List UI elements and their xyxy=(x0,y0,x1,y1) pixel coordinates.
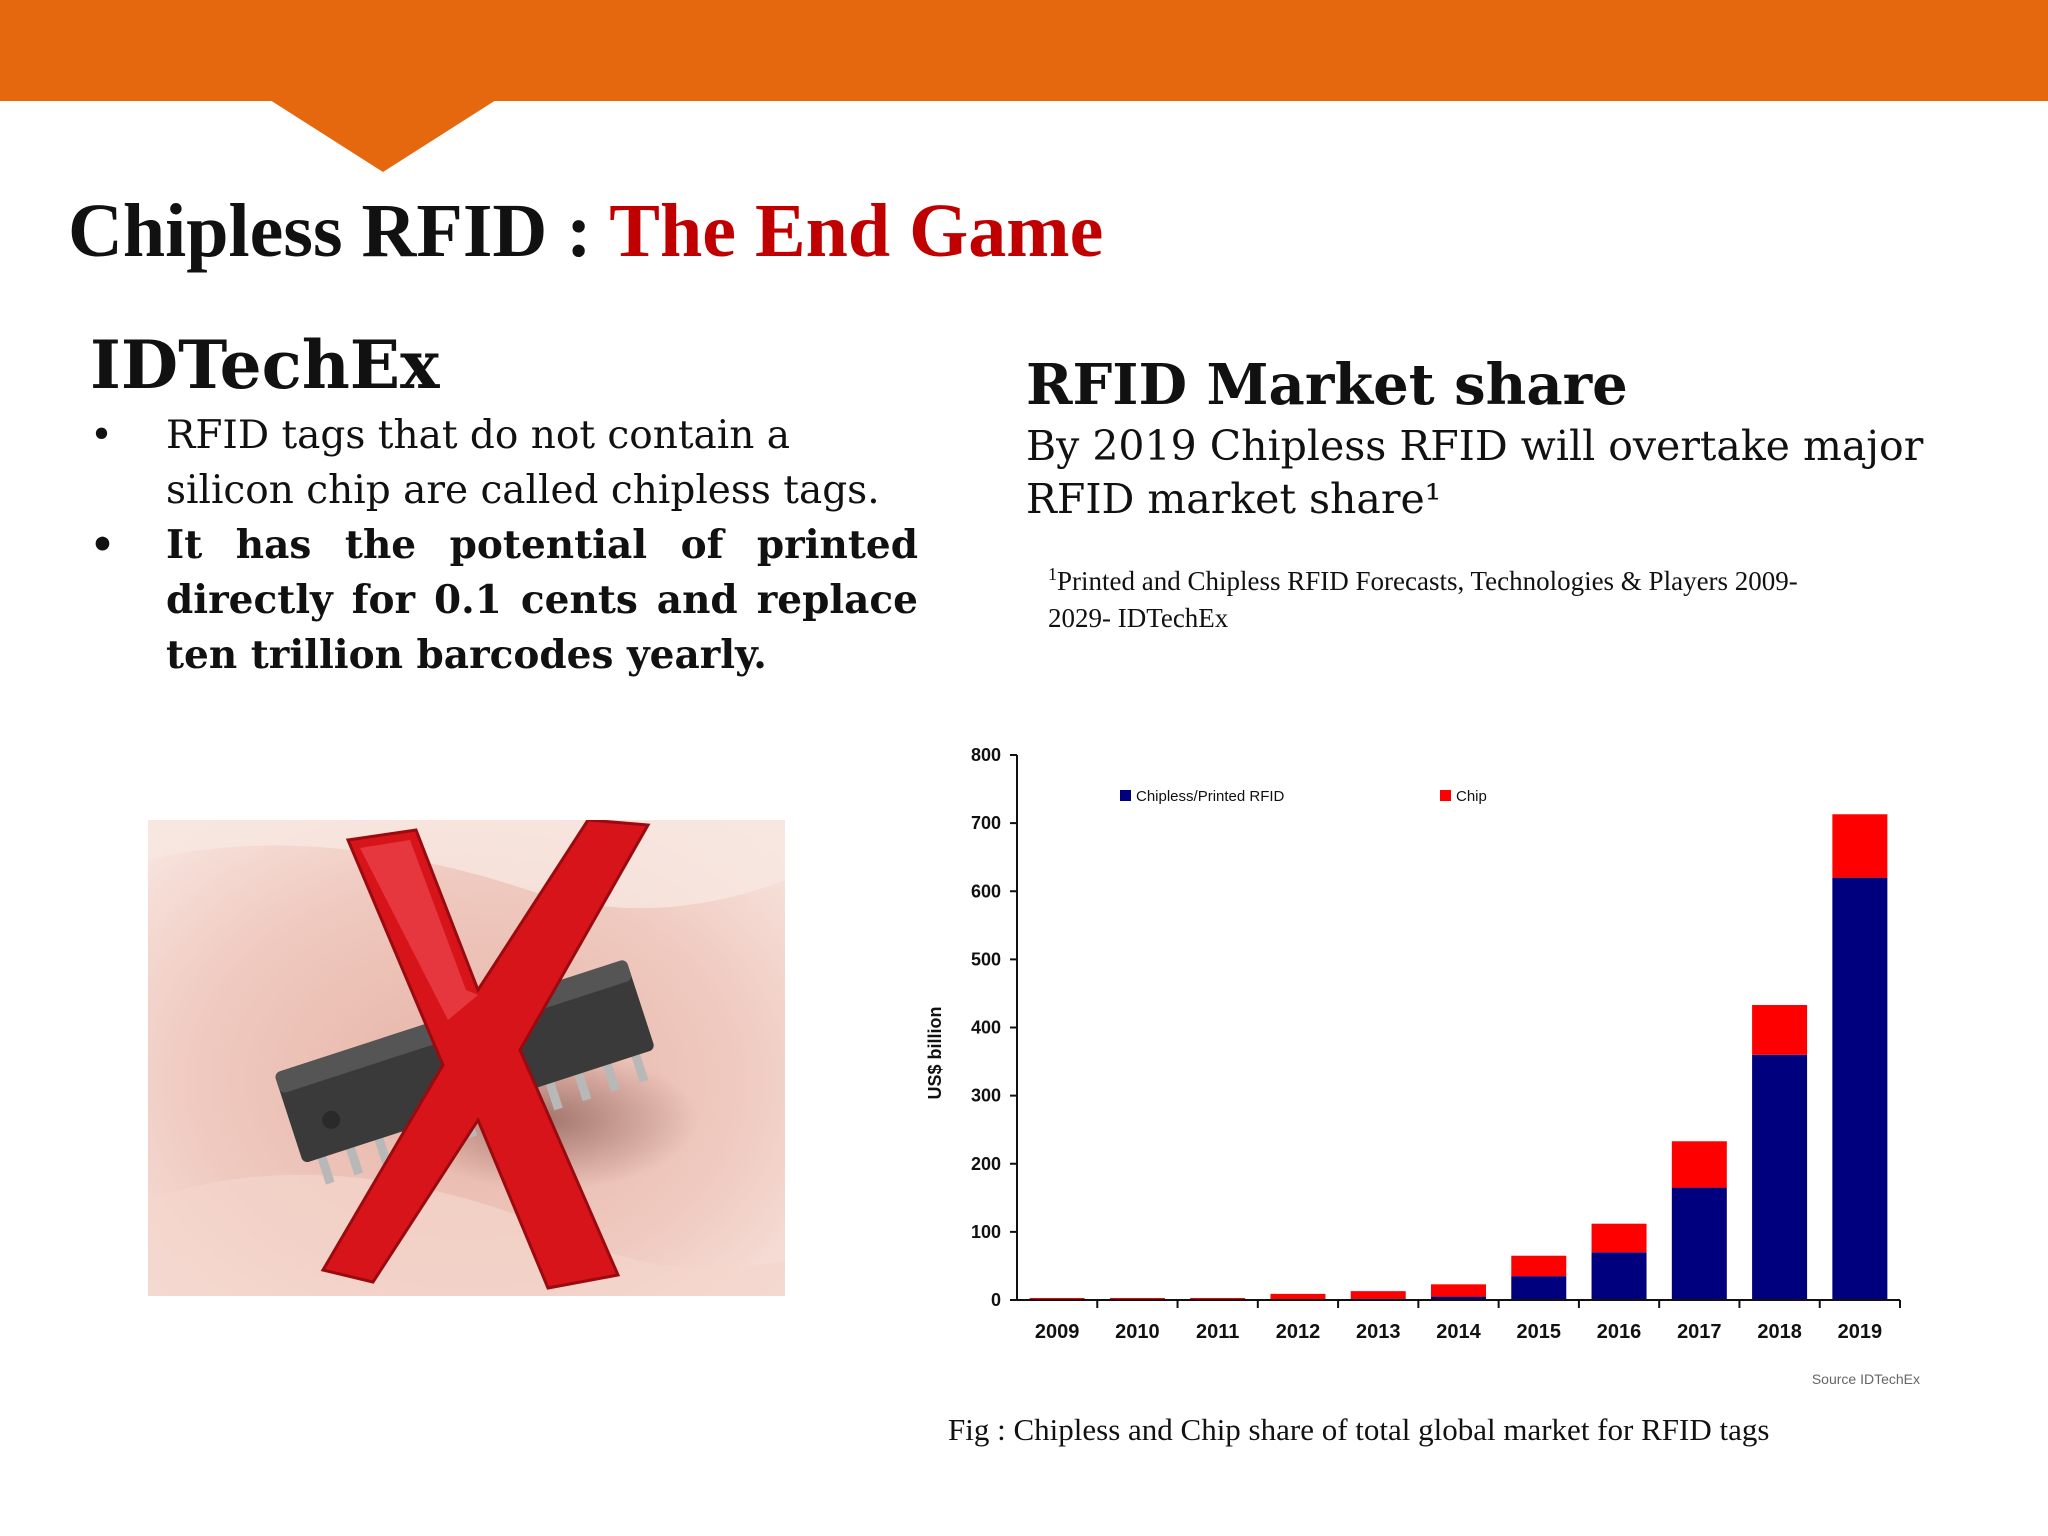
left-heading: IDTechEx xyxy=(90,326,440,404)
slide-title: Chipless RFID : The End Game xyxy=(68,188,1103,275)
legend-label-chip: Chip xyxy=(1456,788,1487,805)
x-tick-label: 2018 xyxy=(1757,1321,1802,1343)
bar-chip xyxy=(1029,1297,1085,1300)
x-tick-label: 2014 xyxy=(1436,1321,1481,1343)
x-tick-label: 2012 xyxy=(1276,1321,1321,1343)
bar-chip xyxy=(1752,1005,1808,1055)
y-axis-label: US$ billion xyxy=(925,1006,945,1099)
bullet-item: • RFID tags that do not contain a silicon… xyxy=(90,408,918,518)
bar-chipless xyxy=(1431,1296,1486,1300)
x-tick-label: 2009 xyxy=(1035,1321,1080,1343)
bullet-text: It has the potential of printed directly… xyxy=(166,522,918,678)
x-tick-label: 2019 xyxy=(1838,1321,1883,1343)
bullet-text: RFID tags that do not contain a silicon … xyxy=(166,413,880,513)
bar-chip xyxy=(1190,1297,1246,1300)
x-tick-label: 2010 xyxy=(1115,1321,1160,1343)
title-main: Chipless RFID : xyxy=(68,189,610,273)
y-tick-label: 800 xyxy=(971,745,1001,765)
bullet-item: • It has the potential of printed directl… xyxy=(90,518,918,683)
bar-chip xyxy=(1832,814,1888,878)
y-tick-label: 200 xyxy=(971,1154,1001,1174)
bar-chip xyxy=(1270,1293,1326,1300)
legend-label-chipless: Chipless/Printed RFID xyxy=(1136,788,1285,805)
chart-source: Source IDTechEx xyxy=(1812,1371,1920,1387)
header-notch xyxy=(270,100,496,172)
legend-swatch-chipless xyxy=(1120,790,1131,801)
bar-chipless xyxy=(1752,1054,1808,1300)
x-tick-label: 2017 xyxy=(1677,1321,1722,1343)
bar-chip xyxy=(1350,1291,1406,1299)
header-band xyxy=(0,0,2048,101)
x-tick-label: 2015 xyxy=(1517,1321,1562,1343)
bullet-dot: • xyxy=(90,522,115,568)
y-tick-label: 0 xyxy=(991,1290,1001,1310)
bar-chipless xyxy=(1591,1252,1647,1300)
bar-chipless xyxy=(1671,1187,1727,1300)
bullet-list: • RFID tags that do not contain a silicon… xyxy=(90,408,918,683)
right-subtitle: By 2019 Chipless RFID will overtake majo… xyxy=(1026,422,1924,523)
y-tick-label: 300 xyxy=(971,1086,1001,1106)
y-tick-label: 500 xyxy=(971,949,1001,969)
figure-caption: Fig : Chipless and Chip share of total g… xyxy=(948,1412,1770,1447)
bar-chip xyxy=(1591,1223,1647,1253)
bullet-dot: • xyxy=(90,413,114,458)
x-tick-label: 2011 xyxy=(1196,1321,1239,1343)
footnote: 1Printed and Chipless RFID Forecasts, Te… xyxy=(1048,556,1808,637)
footnote-text: Printed and Chipless RFID Forecasts, Tec… xyxy=(1048,566,1798,633)
crossed-out-chip-icon xyxy=(148,820,785,1296)
bar-chip xyxy=(1431,1284,1486,1297)
market-share-chart: US$ billion 0 100 200 300 400 500 600 700 800 20… xyxy=(925,745,1920,1387)
bar-chipless xyxy=(1511,1276,1567,1300)
bar-chipless xyxy=(1832,877,1888,1300)
bar-chip xyxy=(1671,1141,1727,1188)
footnote-mark: 1 xyxy=(1048,564,1057,584)
y-tick-label: 700 xyxy=(971,813,1001,833)
chart-legend: Chipless/Printed RFID Chip xyxy=(1120,788,1487,805)
bar-chip xyxy=(1109,1297,1165,1300)
title-accent: The End Game xyxy=(609,189,1104,273)
bar-chip xyxy=(1511,1255,1567,1277)
right-heading: RFID Market share xyxy=(1026,352,1628,418)
x-tick-label: 2013 xyxy=(1356,1321,1401,1343)
x-tick-label: 2016 xyxy=(1597,1321,1642,1343)
y-tick-label: 100 xyxy=(971,1222,1001,1242)
legend-swatch-chip xyxy=(1440,790,1451,801)
y-tick-label: 400 xyxy=(971,1018,1001,1038)
y-tick-label: 600 xyxy=(971,881,1001,901)
